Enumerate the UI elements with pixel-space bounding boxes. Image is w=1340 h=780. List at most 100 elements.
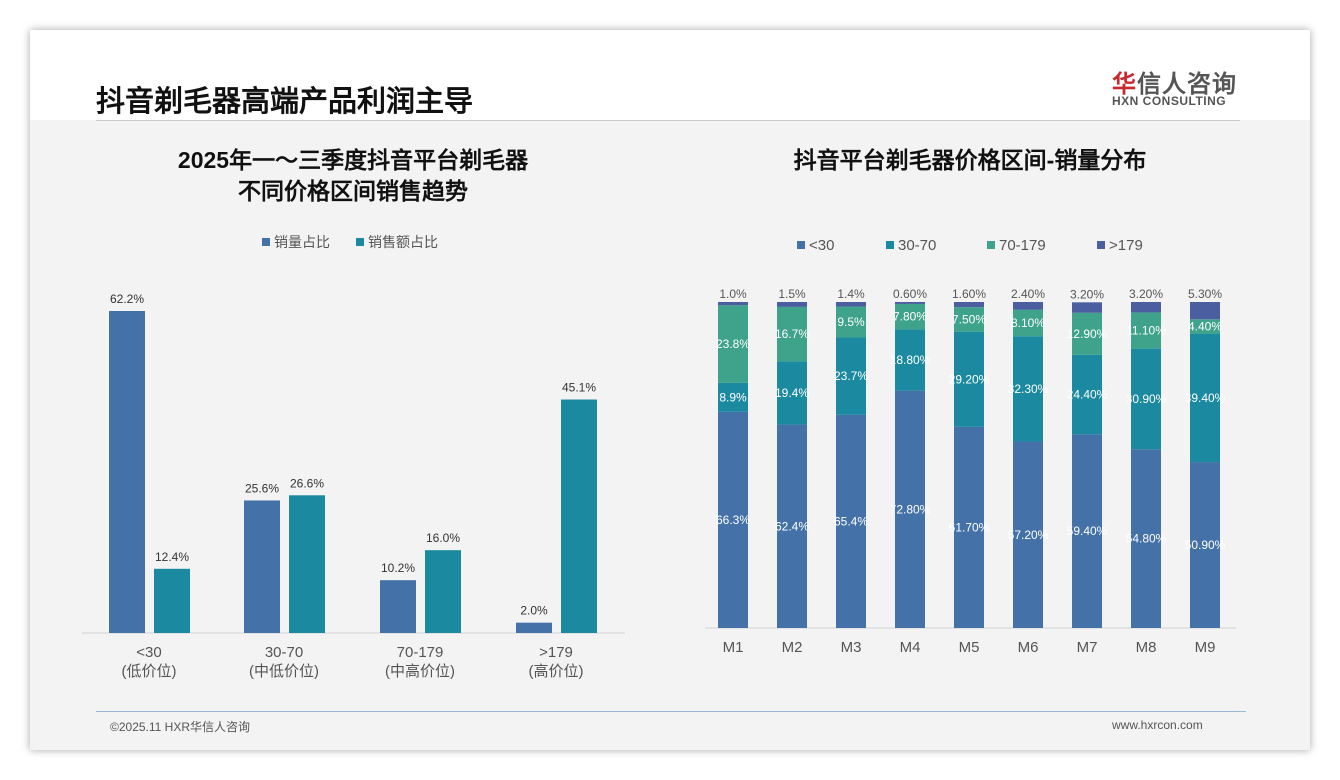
footer-url: www.hxrcon.com bbox=[1112, 718, 1203, 732]
stacked-bar-<30-M7 bbox=[1072, 434, 1102, 628]
legend-swatch-2 bbox=[987, 241, 995, 249]
stacked-bar-70-179-M9 bbox=[1190, 319, 1220, 334]
x-tick-sublabel: (中高价位) bbox=[385, 663, 455, 680]
data-label: 24.40% bbox=[1067, 388, 1108, 402]
left-chart-title: 2025年一～三季度抖音平台剃毛器 不同价格区间销售趋势 bbox=[100, 145, 606, 207]
logo-subtitle: HXN CONSULTING bbox=[1112, 94, 1227, 108]
x-tick-sublabel: (高价位) bbox=[529, 663, 584, 680]
stacked-bar->179-M6 bbox=[1013, 302, 1043, 310]
data-label: 26.6% bbox=[290, 476, 324, 490]
data-label: 11.10% bbox=[1126, 324, 1166, 338]
data-label: 54.80% bbox=[1126, 532, 1167, 546]
legend-label-3: >179 bbox=[1109, 237, 1143, 254]
data-label: 4.40% bbox=[1188, 319, 1222, 333]
data-label: 30.90% bbox=[1126, 392, 1167, 406]
data-label: 16.0% bbox=[426, 531, 460, 545]
logo-text: 华信人咨询 bbox=[1112, 71, 1237, 98]
x-tick-label: 30-70 bbox=[265, 644, 303, 661]
data-label: 39.40% bbox=[1185, 391, 1226, 405]
header-divider bbox=[96, 120, 1240, 121]
left-chart-title-line1: 2025年一～三季度抖音平台剃毛器 bbox=[177, 147, 529, 173]
bar-销售额占比-<30 bbox=[154, 568, 190, 633]
stacked-bar-70-179-M8 bbox=[1131, 312, 1161, 349]
left-chart-title-line2: 不同价格区间销售趋势 bbox=[238, 178, 468, 204]
x-tick-label: M4 bbox=[900, 639, 921, 656]
data-label: 5.30% bbox=[1188, 287, 1222, 301]
footer-divider bbox=[96, 711, 1246, 712]
data-label: 18.80% bbox=[890, 353, 931, 367]
stacked-bar-<30-M2 bbox=[777, 424, 807, 628]
data-label: 1.60% bbox=[952, 287, 986, 301]
data-label: 2.0% bbox=[520, 604, 548, 618]
legend-swatch-1 bbox=[356, 238, 364, 246]
stacked-bar-70-179-M1 bbox=[718, 305, 748, 383]
data-label: 45.1% bbox=[562, 381, 596, 395]
data-label: 23.7% bbox=[834, 369, 868, 383]
header-band bbox=[30, 30, 1310, 120]
stacked-bar-70-179-M3 bbox=[836, 306, 866, 338]
stacked-bar->179-M9 bbox=[1190, 302, 1220, 320]
data-label: 1.4% bbox=[837, 287, 865, 301]
stacked-bar->179-M8 bbox=[1131, 302, 1161, 313]
stacked-bar-<30-M4 bbox=[895, 390, 925, 628]
x-tick-label: M3 bbox=[841, 639, 862, 656]
stacked-bar-70-179-M7 bbox=[1072, 312, 1102, 355]
x-tick-label: M2 bbox=[782, 639, 803, 656]
x-tick-label: M5 bbox=[959, 639, 980, 656]
bar-销量占比-<30 bbox=[109, 311, 145, 633]
stacked-bar-30-70-M4 bbox=[895, 329, 925, 391]
data-label: 0.60% bbox=[893, 287, 927, 301]
bar-销售额占比-30-70 bbox=[289, 495, 325, 633]
data-label: 7.50% bbox=[952, 312, 986, 326]
stacked-bar-<30-M9 bbox=[1190, 462, 1220, 628]
data-label: 3.20% bbox=[1129, 287, 1163, 301]
data-label: 7.80% bbox=[893, 310, 927, 324]
legend-swatch-3 bbox=[1097, 241, 1105, 249]
bar-销量占比-30-70 bbox=[244, 500, 280, 633]
stacked-bar-<30-M8 bbox=[1131, 449, 1161, 628]
stacked-bar-70-179-M6 bbox=[1013, 309, 1043, 337]
x-tick-sublabel: (低价位) bbox=[122, 663, 177, 680]
data-label: 25.6% bbox=[245, 481, 279, 495]
stacked-bar-30-70-M2 bbox=[777, 361, 807, 425]
stacked-bar-30-70-M8 bbox=[1131, 348, 1161, 450]
stacked-bar-<30-M6 bbox=[1013, 441, 1043, 628]
data-label: 62.2% bbox=[110, 292, 144, 306]
data-label: 8.10% bbox=[1011, 316, 1045, 330]
stacked-bar->179-M1 bbox=[718, 302, 748, 306]
data-label: 59.40% bbox=[1067, 524, 1108, 538]
data-label: 61.70% bbox=[949, 520, 990, 534]
data-label: 3.20% bbox=[1070, 287, 1104, 301]
data-label: 57.20% bbox=[1008, 528, 1049, 542]
legend-label-1: 销售额占比 bbox=[368, 234, 438, 250]
legend-swatch-1 bbox=[886, 241, 894, 249]
logo: 华信人咨询 bbox=[1112, 64, 1237, 99]
data-label: 8.9% bbox=[719, 390, 747, 404]
stacked-bar->179-M5 bbox=[954, 302, 984, 308]
x-tick-label: M8 bbox=[1136, 639, 1157, 656]
right-chart-title: 抖音平台剃毛器价格区间-销量分布 bbox=[793, 147, 1147, 173]
data-label: 66.3% bbox=[716, 513, 750, 527]
stacked-bar-<30-M1 bbox=[718, 411, 748, 628]
data-label: 12.4% bbox=[155, 550, 189, 564]
bar-销售额占比->179 bbox=[561, 399, 597, 633]
data-label: 10.2% bbox=[381, 561, 415, 575]
stacked-bar-70-179-M4 bbox=[895, 303, 925, 330]
data-label: 12.90% bbox=[1067, 327, 1108, 341]
x-tick-label: M6 bbox=[1018, 639, 1039, 656]
stacked-bar->179-M7 bbox=[1072, 302, 1102, 313]
stacked-bar->179-M2 bbox=[777, 302, 807, 307]
stacked-bar->179-M3 bbox=[836, 302, 866, 307]
stacked-bar-30-70-M1 bbox=[718, 382, 748, 412]
x-tick-label: 70-179 bbox=[397, 644, 444, 661]
stacked-bar-<30-M3 bbox=[836, 414, 866, 628]
x-tick-label: M1 bbox=[723, 639, 744, 656]
data-label: 65.4% bbox=[834, 514, 868, 528]
stacked-bar-30-70-M7 bbox=[1072, 354, 1102, 435]
x-tick-label: >179 bbox=[539, 644, 573, 661]
bar-销量占比->179 bbox=[516, 622, 552, 633]
bar-销售额占比-70-179 bbox=[425, 550, 461, 633]
data-label: 72.80% bbox=[890, 502, 931, 516]
stacked-bar-70-179-M2 bbox=[777, 306, 807, 362]
